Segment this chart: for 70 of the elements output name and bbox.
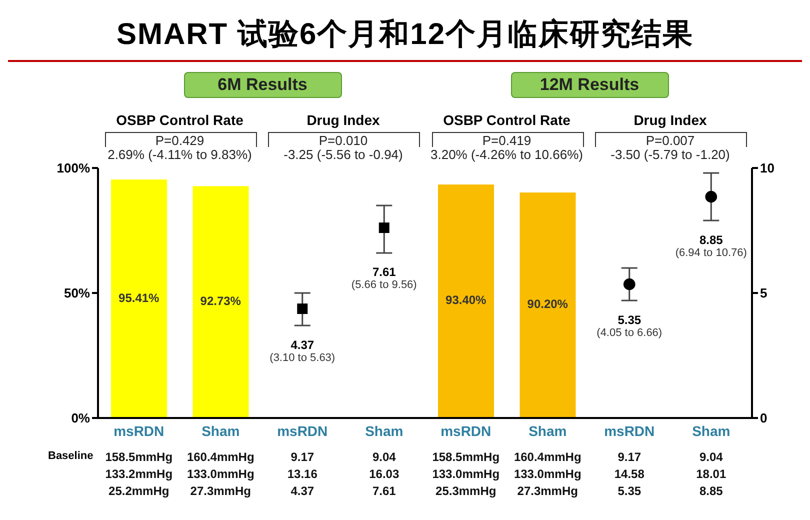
y-tick-label: 0% <box>71 410 90 426</box>
text: P=0.419 <box>481 133 532 148</box>
text: 133.2mmHg <box>104 467 174 481</box>
text: OSBP Control Rate <box>442 112 572 128</box>
annotation: (5.66 to 9.56) <box>350 279 418 291</box>
text: Drug Index <box>306 112 381 128</box>
text: 8.85 <box>698 484 724 498</box>
text: Drug Index <box>632 112 708 128</box>
text: -3.25 (-5.56 to -0.94) <box>284 147 403 162</box>
text: 9.17 <box>616 450 642 464</box>
text: -3.50 (-5.79 to -1.20) <box>610 147 730 162</box>
x-tick-label: msRDN <box>277 422 328 439</box>
text: P=0.007 <box>644 133 696 148</box>
text: 158.5mmHg <box>104 450 174 464</box>
x-tick-label: Sham <box>202 422 240 439</box>
point <box>705 190 718 203</box>
text: 7.61 <box>371 484 397 498</box>
text: 9.17 <box>290 450 316 464</box>
y2-tick-label: 0 <box>760 410 768 426</box>
annotation: (6.94 to 10.76) <box>674 246 748 258</box>
text: 16.03 <box>368 467 400 481</box>
annotation: (4.05 to 6.66) <box>596 326 664 338</box>
text: 160.4mmHg <box>512 450 582 464</box>
x-tick-label: Sham <box>692 422 730 439</box>
text: 27.3mmHg <box>189 484 252 498</box>
x-tick-label: Sham <box>528 422 567 439</box>
point <box>623 278 636 290</box>
annotation: (3.10 to 5.63) <box>268 352 336 364</box>
text: P=0.010 <box>318 133 369 148</box>
text: 6M Results <box>184 72 342 98</box>
point <box>378 222 390 233</box>
data-label: 90.20% <box>526 297 569 312</box>
x-tick-label: msRDN <box>440 422 492 439</box>
text: 9.04 <box>698 450 724 464</box>
text: OSBP Control Rate <box>115 112 244 128</box>
text: 13.16 <box>286 467 318 481</box>
point <box>297 304 308 314</box>
x-tick-label: Sham <box>365 422 404 439</box>
text: 133.0mmHg <box>512 467 582 481</box>
x-tick-label: msRDN <box>114 422 164 439</box>
text: 3.20% (-4.26% to 10.66%) <box>430 147 584 162</box>
text: 4.37 <box>290 484 316 498</box>
chart-title: SMART 试验6个月和12个月临床研究结果 <box>115 17 695 53</box>
data-label: 8.85 <box>698 232 724 246</box>
data-label: 4.37 <box>290 338 316 352</box>
text: 2.69% (-4.11% to 9.83%) <box>106 147 253 162</box>
text: 14.58 <box>613 467 646 481</box>
data-label: 93.40% <box>444 293 488 308</box>
y-tick-label: 50% <box>64 286 90 301</box>
x-tick-label: msRDN <box>604 422 655 439</box>
text: 158.5mmHg <box>431 450 501 464</box>
data-label: 95.41% <box>118 290 160 305</box>
text: 27.3mmHg <box>516 484 579 498</box>
data-label: 5.35 <box>616 312 642 326</box>
text: 25.2mmHg <box>108 484 170 498</box>
y2-tick-label: 5 <box>760 286 768 301</box>
text: 133.0mmHg <box>431 467 501 481</box>
data-label: 92.73% <box>199 294 242 308</box>
text: 160.4mmHg <box>186 450 256 464</box>
y2-tick-label: 10 <box>760 160 774 176</box>
data-label: 7.61 <box>371 265 397 279</box>
text: P=0.429 <box>154 133 206 148</box>
text: 25.3mmHg <box>434 484 498 498</box>
text: 9.04 <box>371 450 397 464</box>
y-tick-label: 100% <box>56 160 90 176</box>
text: 5.35 <box>616 484 642 498</box>
text: 133.0mmHg <box>186 467 256 481</box>
text: Baseline <box>48 450 94 462</box>
text: 12M Results <box>510 72 668 98</box>
text: 18.01 <box>695 467 728 481</box>
